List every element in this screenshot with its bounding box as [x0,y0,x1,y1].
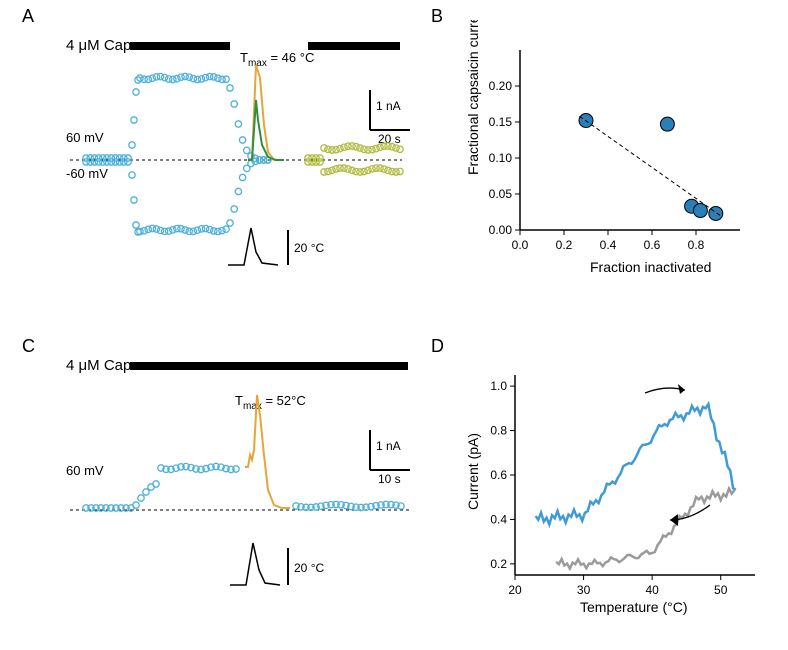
svg-text:0.8: 0.8 [490,424,507,438]
svg-text:1 nA: 1 nA [376,99,401,113]
axes-b [520,50,740,230]
svg-text:1.0: 1.0 [490,379,507,393]
svg-text:0.6: 0.6 [490,468,507,482]
cap-label-a: 4 μM Cap [66,37,131,54]
scale-bar-a: 1 nA 20 s [370,90,410,146]
panel-a-svg: 4 μM Cap Tmax = 46 °C 60 mV -60 mV 1 nA … [30,30,430,330]
ticks-d: 20 30 40 50 0.2 0.4 0.6 0.8 1.0 [490,379,727,597]
panel-label-a: A [22,6,34,27]
vminus-a: -60 mV [66,166,108,181]
vplus-c: 60 mV [66,463,104,478]
svg-text:0.2: 0.2 [490,557,507,571]
svg-text:1 nA: 1 nA [376,439,401,453]
vplus-a: 60 mV [66,130,104,145]
panel-b-svg: 0.0 0.2 0.4 0.6 0.8 0.00 0.05 0.10 0.15 0.20 Frac… [460,20,780,300]
trace-a-pre-lower [83,157,271,235]
arrow-head-heating [678,384,685,394]
arrow-head-cooling [670,514,678,526]
tmax-c: Tmax = 52°C [235,393,306,412]
svg-text:30: 30 [577,583,591,597]
ticks-b: 0.0 0.2 0.4 0.6 0.8 0.00 0.05 0.10 0.15 0.20 [489,79,705,252]
svg-text:0.05: 0.05 [489,187,513,201]
scale-bar-c: 1 nA 10 s [370,430,410,486]
fit-line-b [579,116,722,217]
temp-scale-label-a: 20 °C [294,241,324,255]
trace-a-pre-upper [83,73,271,163]
temp-pulse-c [230,543,280,585]
heating-trace-d [536,404,736,524]
svg-text:20: 20 [508,583,522,597]
panel-d-svg: 20 30 40 50 0.2 0.4 0.6 0.8 1.0 Current (pA) Tem… [460,350,780,640]
cap-bar-2 [308,42,400,50]
cap-bar-c [130,362,408,370]
panel-c-svg: 4 μM Cap Tmax = 52°C 60 mV 1 nA 10 s 20 … [30,350,430,650]
svg-text:0.4: 0.4 [600,238,617,252]
tmax-a: Tmax = 46 °C [240,50,314,69]
svg-text:0.2: 0.2 [556,238,573,252]
panel-label-b: B [431,6,443,27]
temp-scale-label-c: 20 °C [294,561,324,575]
cap-label-c: 4 μM Cap [66,357,131,374]
svg-text:40: 40 [645,583,659,597]
svg-text:0.0: 0.0 [512,238,529,252]
svg-text:0.20: 0.20 [489,79,513,93]
temp-pulse-a [228,228,278,265]
xlabel-b: Fraction inactivated [590,259,711,275]
svg-text:0.4: 0.4 [490,512,507,526]
svg-text:0.8: 0.8 [688,238,705,252]
ylabel-b: Fractional capsaicin current [465,20,481,175]
svg-text:0.15: 0.15 [489,115,513,129]
cooling-trace-d [556,489,734,569]
trace-a-post-lower [305,159,403,175]
ylabel-d: Current (pA) [465,433,481,510]
svg-text:0.00: 0.00 [489,223,513,237]
panel-label-d: D [431,336,444,357]
svg-text:50: 50 [714,583,728,597]
axes-d [515,375,755,575]
svg-text:0.6: 0.6 [644,238,661,252]
xlabel-d: Temperature (°C) [580,599,688,615]
trace-c [83,463,404,511]
svg-text:10 s: 10 s [378,472,401,486]
svg-text:0.10: 0.10 [489,151,513,165]
cap-bar-1 [130,42,230,50]
